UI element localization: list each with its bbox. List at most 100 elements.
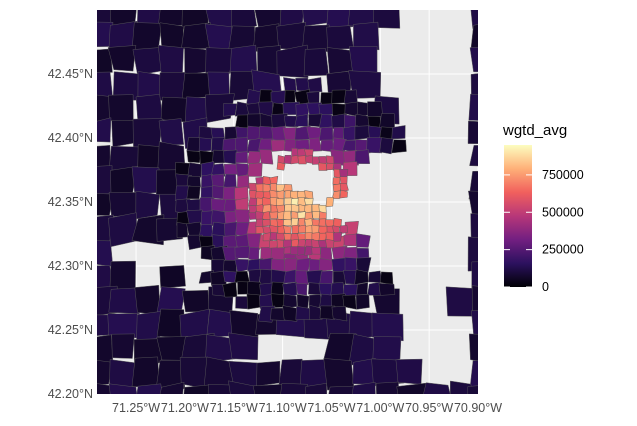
x-tick-label: 71.20°W — [161, 401, 209, 415]
tract-polygon — [297, 155, 307, 165]
tract-polygon — [470, 213, 478, 243]
tract-polygon — [111, 333, 135, 359]
tract-polygon — [379, 113, 395, 129]
tract-polygon — [228, 380, 257, 394]
tract-polygon — [295, 283, 308, 296]
tract-polygon — [371, 312, 404, 342]
tract-polygon — [283, 154, 292, 165]
tract-polygon — [160, 96, 190, 123]
tract-polygon — [132, 47, 163, 76]
tract-polygon — [319, 305, 336, 320]
y-tick-label: 42.35°N — [48, 195, 93, 209]
tract-polygon — [108, 212, 138, 248]
tract-polygon — [471, 310, 478, 337]
tract-polygon — [373, 10, 401, 29]
x-tick-label: 71.10°W — [259, 401, 307, 415]
tract-polygon — [259, 89, 273, 104]
tract-polygon — [318, 162, 328, 171]
tract-polygon — [326, 47, 354, 75]
tract-polygon — [158, 118, 184, 146]
tract-polygon — [354, 269, 369, 285]
tract-polygon — [258, 138, 274, 151]
tract-polygon — [198, 137, 212, 152]
tract-polygon — [186, 198, 202, 212]
tract-polygon — [354, 149, 370, 164]
tract-polygon — [283, 219, 292, 227]
tract-polygon — [284, 89, 296, 105]
tract-polygon — [186, 185, 201, 200]
tract-polygon — [332, 176, 341, 185]
tract-polygon — [305, 154, 314, 164]
tract-polygon — [223, 149, 238, 165]
tract-polygon — [468, 333, 478, 362]
x-tick-label: 70.90°W — [454, 401, 502, 415]
tract-polygon — [449, 380, 473, 394]
tract-polygon — [391, 139, 407, 154]
tract-polygon — [97, 21, 114, 47]
tract-polygon — [176, 222, 189, 238]
tract-polygon — [330, 281, 345, 296]
tract-polygon — [355, 233, 371, 248]
tract-polygon — [339, 182, 349, 193]
tract-polygon — [97, 165, 113, 195]
legend-label: 500000 — [542, 205, 584, 219]
tract-polygon — [348, 46, 378, 74]
tract-polygon — [248, 247, 260, 261]
tract-polygon — [247, 162, 263, 177]
tract-polygon — [276, 161, 286, 171]
tract-polygon — [309, 137, 323, 152]
tract-polygon — [108, 383, 138, 394]
tract-polygon — [234, 270, 251, 284]
tract-polygon — [318, 126, 334, 142]
tract-polygon — [319, 114, 334, 129]
census-tract-polygons — [97, 10, 478, 394]
tract-polygon — [311, 247, 321, 255]
legend-label: 250000 — [542, 243, 584, 257]
tract-polygon — [356, 282, 369, 296]
tract-polygon — [471, 285, 478, 315]
tract-polygon — [186, 150, 202, 163]
y-tick-label: 42.20°N — [48, 387, 93, 401]
tract-polygon — [131, 356, 160, 389]
tract-polygon — [108, 287, 141, 315]
tract-polygon — [352, 382, 376, 394]
tract-polygon — [318, 211, 327, 220]
tract-polygon — [262, 176, 272, 185]
tract-polygon — [247, 151, 262, 164]
tract-polygon — [468, 93, 478, 121]
tract-polygon — [228, 332, 259, 361]
tract-polygon — [248, 205, 257, 214]
tract-polygon — [291, 238, 299, 248]
tract-polygon — [283, 115, 299, 128]
tract-polygon — [305, 383, 328, 394]
tract-polygon — [303, 48, 329, 77]
tract-polygon — [471, 261, 478, 293]
tract-polygon — [445, 286, 474, 317]
tract-polygon — [318, 218, 327, 227]
tract-polygon — [135, 190, 160, 220]
tract-polygon — [97, 48, 113, 73]
tract-polygon — [470, 24, 478, 52]
tract-polygon — [234, 186, 249, 202]
x-tick-label: 71.25°W — [112, 401, 160, 415]
tract-polygon — [325, 155, 335, 164]
tract-polygon — [302, 10, 329, 27]
tract-polygon — [205, 47, 235, 75]
tract-polygon — [294, 114, 309, 127]
legend-label: 750000 — [542, 168, 584, 182]
tract-polygon — [343, 233, 357, 247]
tract-polygon — [325, 197, 334, 208]
x-tick-label: 70.95°W — [405, 401, 453, 415]
tract-polygon — [259, 149, 274, 165]
tract-polygon — [325, 238, 335, 249]
x-tick-label: 71.05°W — [307, 401, 355, 415]
tract-polygon — [304, 190, 314, 200]
legend: wgtd_avg 0 250000 500000 750000 — [502, 122, 584, 294]
tract-polygon — [307, 77, 323, 93]
tract-polygon — [283, 210, 292, 221]
tract-polygon — [298, 224, 307, 234]
tract-polygon — [277, 155, 285, 164]
tract-polygon — [282, 305, 298, 322]
tract-polygon — [223, 173, 237, 189]
